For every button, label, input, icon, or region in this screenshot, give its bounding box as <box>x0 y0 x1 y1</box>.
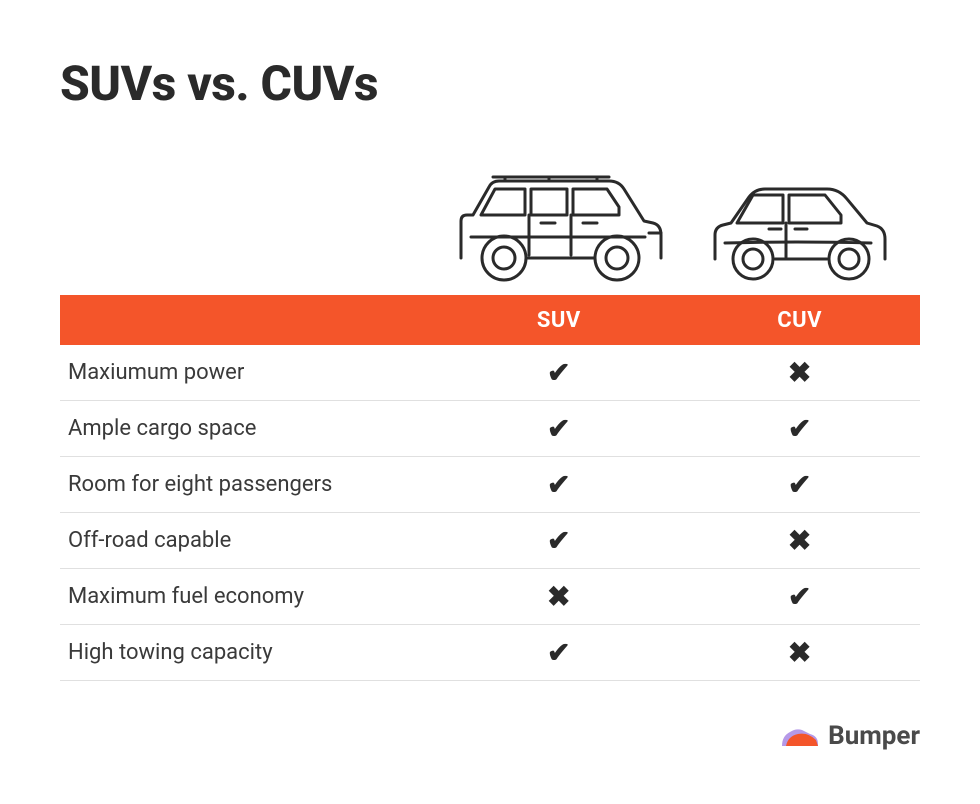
check-icon: ✔ <box>438 636 679 669</box>
table-header: SUV CUV <box>60 295 920 345</box>
cuv-icon <box>705 163 895 283</box>
table-row: Maximum fuel economy✖✔ <box>60 569 920 625</box>
brand-footer: Bumper <box>60 721 920 751</box>
cross-icon: ✖ <box>679 636 920 669</box>
feature-label: Ample cargo space <box>60 416 438 441</box>
table-row: Room for eight passengers✔✔ <box>60 457 920 513</box>
column-header-suv: SUV <box>438 308 679 333</box>
suv-illustration <box>438 152 679 287</box>
column-header-cuv: CUV <box>679 308 920 333</box>
brand-name: Bumper <box>828 721 920 751</box>
feature-label: Room for eight passengers <box>60 472 438 497</box>
feature-label: High towing capacity <box>60 640 438 665</box>
page-title: SUVs vs. CUVs <box>60 55 920 112</box>
feature-label: Off-road capable <box>60 528 438 553</box>
table-row: Off-road capable✔✖ <box>60 513 920 569</box>
table-row: Maxiumum power✔✖ <box>60 345 920 401</box>
cuv-illustration <box>679 152 920 287</box>
bumper-logo-icon <box>780 722 820 750</box>
comparison-table: Maxiumum power✔✖Ample cargo space✔✔Room … <box>60 345 920 681</box>
check-icon: ✔ <box>438 356 679 389</box>
cross-icon: ✖ <box>438 580 679 613</box>
cross-icon: ✖ <box>679 524 920 557</box>
cross-icon: ✖ <box>679 356 920 389</box>
check-icon: ✔ <box>679 580 920 613</box>
check-icon: ✔ <box>438 412 679 445</box>
table-row: High towing capacity✔✖ <box>60 625 920 681</box>
check-icon: ✔ <box>679 468 920 501</box>
suv-icon <box>449 163 669 283</box>
feature-label: Maximum fuel economy <box>60 584 438 609</box>
table-row: Ample cargo space✔✔ <box>60 401 920 457</box>
feature-label: Maxiumum power <box>60 360 438 385</box>
check-icon: ✔ <box>438 468 679 501</box>
check-icon: ✔ <box>438 524 679 557</box>
check-icon: ✔ <box>679 412 920 445</box>
vehicle-illustrations <box>60 152 920 287</box>
